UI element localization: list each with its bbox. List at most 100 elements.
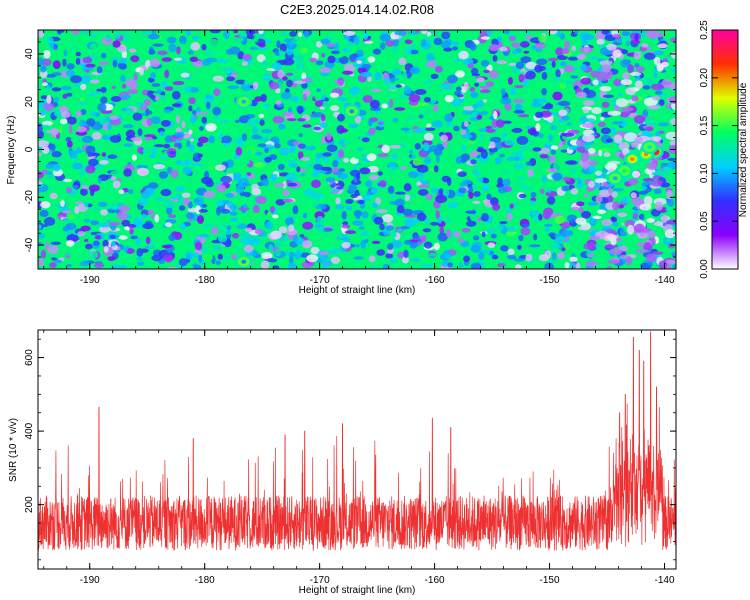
- heatmap-cell: [386, 85, 398, 91]
- heatmap-cell: [384, 77, 391, 85]
- heatmap-cell: [292, 234, 299, 243]
- heatmap-cell: [601, 30, 610, 35]
- heatmap-cell: [589, 217, 598, 225]
- heatmap-cell: [226, 76, 236, 82]
- heatmap-cell: [558, 100, 571, 107]
- heatmap-cell: [550, 125, 558, 131]
- heatmap-cell: [286, 48, 294, 56]
- heatmap-cell: [368, 127, 376, 135]
- heatmap-cell: [61, 111, 71, 118]
- heatmap-cell: [136, 167, 149, 177]
- heatmap-y-ticks: -40 -20 0 20 40: [24, 29, 676, 270]
- heatmap-cell: [522, 79, 529, 87]
- heatmap-cell: [628, 178, 639, 186]
- heatmap-cell: [94, 164, 104, 171]
- heatmap-cell: [495, 119, 505, 128]
- heatmap-cell: [392, 232, 397, 238]
- heatmap-cell: [86, 118, 96, 127]
- heatmap-cell: [485, 128, 496, 133]
- heatmap-cell: [412, 234, 420, 240]
- heatmap-cell: [360, 71, 373, 78]
- heatmap-cell: [525, 125, 532, 130]
- heatmap-cell: [499, 221, 508, 225]
- heatmap-cell: [397, 65, 404, 70]
- colorbar: 0.00 0.05 0.10 0.15 0.20 0.25 Normalized spec…: [699, 20, 749, 279]
- heatmap-cell: [85, 69, 90, 73]
- heatmap-cell: [481, 231, 486, 238]
- heatmap-cell: [249, 46, 259, 51]
- heatmap-cell: [581, 39, 588, 47]
- heatmap-cell: [198, 234, 210, 238]
- heatmap-cell: [517, 244, 522, 250]
- x-tick-label: -140: [654, 575, 674, 586]
- heatmap-cell: [60, 199, 65, 207]
- heatmap-cell: [273, 183, 285, 188]
- heatmap-cell: [350, 193, 358, 198]
- heatmap-cell: [112, 180, 121, 189]
- heatmap-cell: [151, 83, 161, 87]
- heatmap-cell: [147, 65, 153, 71]
- heatmap-cell: [541, 105, 553, 110]
- heatmap-cell: [418, 175, 425, 183]
- heatmap-cell: [248, 234, 253, 238]
- heatmap-cell: [321, 114, 326, 122]
- heatmap-cell: [329, 92, 340, 98]
- y-tick-label: 200: [24, 496, 35, 513]
- heatmap-cell: [427, 35, 433, 41]
- heatmap-cell: [647, 261, 654, 266]
- heatmap-cell: [475, 100, 484, 108]
- heatmap-cell: [252, 250, 259, 257]
- heatmap-cell: [580, 152, 590, 163]
- heatmap-cell: [648, 169, 654, 179]
- heatmap-cell: [302, 124, 312, 128]
- colorbar-tick-label: 0.25: [699, 20, 710, 40]
- heatmap-cell: [109, 69, 116, 76]
- heatmap-cell: [403, 239, 413, 245]
- heatmap-cell: [429, 222, 439, 226]
- heatmap-cell: [84, 238, 89, 243]
- heatmap-cell: [411, 155, 416, 159]
- x-tick-label: -160: [425, 275, 445, 286]
- heatmap-cell: [512, 50, 519, 55]
- heatmap-cell: [280, 31, 288, 37]
- heatmap-cell: [443, 47, 453, 52]
- heatmap-cell: [552, 91, 563, 101]
- heatmap-cell: [403, 249, 409, 259]
- heatmap-cell: [344, 138, 350, 147]
- heatmap-cell: [440, 134, 448, 142]
- heatmap-cell: [235, 119, 240, 123]
- heatmap-cell: [430, 73, 439, 79]
- heatmap-cell: [414, 143, 421, 150]
- heatmap-cell: [562, 132, 575, 137]
- heatmap-cell: [367, 56, 376, 63]
- heatmap-cell: [409, 66, 420, 75]
- heatmap-cell: [105, 35, 112, 41]
- heatmap-cell: [225, 230, 232, 235]
- heatmap-cell: [530, 192, 537, 198]
- heatmap-cell: [360, 231, 371, 237]
- heatmap-cell: [110, 175, 117, 181]
- heatmap-cell: [141, 30, 151, 37]
- heatmap-cell: [414, 198, 423, 208]
- heatmap-cell: [418, 184, 430, 189]
- heatmap-cell: [393, 46, 398, 54]
- heatmap-cell: [193, 198, 200, 204]
- heatmap-cell: [219, 221, 225, 226]
- heatmap-cell: [396, 228, 403, 233]
- heatmap-cell: [387, 243, 394, 250]
- heatmap-cell: [289, 163, 298, 169]
- heatmap-cell: [46, 94, 52, 104]
- heatmap-cell: [458, 50, 469, 60]
- heatmap-cell: [487, 242, 496, 248]
- heatmap-cell: [41, 59, 52, 66]
- heatmap-cell: [191, 109, 197, 115]
- heatmap-cell: [127, 224, 137, 228]
- heatmap-cell: [506, 226, 517, 232]
- heatmap-cell: [658, 260, 668, 269]
- heatmap-cell: [661, 214, 668, 224]
- heatmap-cell: [667, 157, 676, 161]
- heatmap-cell: [268, 81, 280, 90]
- heatmap-cell: [203, 190, 216, 199]
- heatmap-cell: [433, 242, 440, 251]
- heatmap-cell: [38, 258, 45, 267]
